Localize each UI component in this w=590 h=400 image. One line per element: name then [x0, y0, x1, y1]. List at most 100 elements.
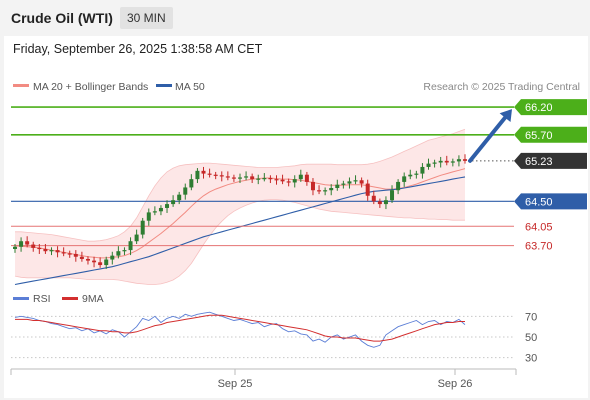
- rsi-ma9-line: [15, 314, 465, 342]
- candle-body: [158, 207, 163, 212]
- candle-body: [317, 190, 322, 192]
- level-tag-65.70: [514, 126, 587, 143]
- candle-body: [426, 163, 431, 167]
- candle-body: [463, 159, 467, 161]
- candle-body: [110, 255, 115, 260]
- candle-body: [165, 204, 170, 208]
- candle-body: [286, 181, 291, 183]
- candle-body: [67, 253, 72, 255]
- level-label-65.70: 65.70: [525, 130, 553, 142]
- rsi-legend-swatch: [13, 297, 29, 300]
- candle-body: [219, 175, 224, 177]
- candle-body: [140, 220, 145, 235]
- candle-body: [73, 253, 78, 257]
- ma20-legend-label: MA 20 + Bollinger Bands: [33, 81, 148, 93]
- candle-body: [444, 160, 449, 163]
- timeframe-badge[interactable]: 30 MIN: [120, 7, 173, 29]
- rsi-tick-label-50: 50: [525, 332, 537, 344]
- bollinger-upper-line: [15, 128, 466, 242]
- candle-body: [98, 262, 103, 266]
- ma20-legend-swatch: [13, 84, 29, 87]
- candle-body: [31, 244, 36, 248]
- candle-body: [177, 194, 182, 201]
- candle-body: [231, 177, 236, 179]
- candle-body: [92, 260, 97, 263]
- rsi-tick-label-70: 70: [525, 311, 537, 323]
- candle-body: [292, 179, 297, 183]
- candle-body: [371, 195, 376, 202]
- candle-body: [250, 176, 255, 180]
- level-label-63.70: 63.70: [525, 241, 553, 253]
- candle-body: [329, 188, 334, 191]
- candle-body: [122, 250, 127, 252]
- candle-body: [353, 180, 358, 182]
- candle-body: [408, 174, 413, 177]
- candle-body: [256, 178, 261, 180]
- chart-header: Crude Oil (WTI) 30 MIN: [0, 0, 590, 36]
- ma50-legend-label: MA 50: [175, 81, 205, 93]
- candle-body: [55, 250, 60, 253]
- candle-body: [244, 176, 249, 178]
- candle-body: [146, 212, 151, 221]
- x-tick-label: Sep 26: [438, 378, 473, 390]
- level-label-64.50: 64.50: [525, 196, 553, 208]
- candle-body: [365, 183, 370, 196]
- candle-body: [128, 241, 133, 251]
- bollinger-band-area: [15, 129, 465, 285]
- candle-body: [152, 211, 157, 213]
- candle-body: [438, 160, 443, 163]
- forecast-arrow-shaft: [468, 115, 508, 163]
- candle-body: [189, 179, 194, 188]
- x-tick-label: Sep 25: [218, 378, 253, 390]
- candle-body: [25, 241, 30, 245]
- level-tag-64.50: [514, 193, 587, 210]
- candle-body: [262, 178, 267, 180]
- ma9-legend-label: 9MA: [82, 293, 104, 305]
- candle-body: [432, 162, 437, 164]
- candle-body: [298, 174, 303, 180]
- level-tag-66.20: [514, 99, 587, 116]
- candle-body: [49, 250, 54, 252]
- rsi-legend-label: RSI: [33, 293, 51, 305]
- candle-body: [377, 201, 382, 205]
- forecast-arrow-head: [499, 109, 512, 123]
- candle-body: [104, 259, 109, 266]
- candle-body: [201, 170, 206, 174]
- level-tag-65.23: [514, 152, 587, 169]
- candle-body: [310, 181, 315, 191]
- chart-card: [4, 36, 588, 398]
- candle-body: [238, 177, 242, 179]
- candle-body: [19, 241, 24, 247]
- candle-body: [390, 190, 395, 201]
- candle-body: [347, 181, 352, 184]
- candle-body: [402, 176, 407, 182]
- bollinger-lower-line: [14, 199, 465, 285]
- rsi-tick-label-30: 30: [525, 353, 537, 365]
- candle-body: [183, 187, 188, 195]
- candle-body: [207, 173, 212, 175]
- ma50-legend-swatch: [156, 84, 172, 87]
- credit-text: Research © 2025 Trading Central: [423, 81, 580, 93]
- candle-body: [304, 174, 309, 182]
- candle-body: [268, 178, 273, 180]
- candle-body: [396, 181, 401, 191]
- candle-body: [61, 252, 66, 254]
- candle-body: [341, 183, 346, 185]
- candle-body: [456, 159, 461, 162]
- candle-body: [171, 200, 176, 205]
- candle-body: [213, 174, 218, 176]
- candle-body: [37, 247, 42, 250]
- ma9-legend-swatch: [62, 297, 78, 300]
- candle-body: [85, 258, 90, 261]
- candle-body: [79, 256, 84, 259]
- main-plot: 66.20 65.70 65.23 64.50 64.05 63.70: [11, 99, 587, 286]
- candle-body: [274, 179, 279, 181]
- ma50-line: [14, 176, 466, 286]
- level-label-65.23: 65.23: [525, 156, 553, 168]
- candle-body: [335, 184, 340, 189]
- instrument-title: Crude Oil (WTI): [11, 10, 113, 26]
- rsi-plot: 70 50 30: [11, 311, 537, 365]
- level-label-66.20: 66.20: [525, 102, 553, 114]
- candle-body: [43, 248, 48, 252]
